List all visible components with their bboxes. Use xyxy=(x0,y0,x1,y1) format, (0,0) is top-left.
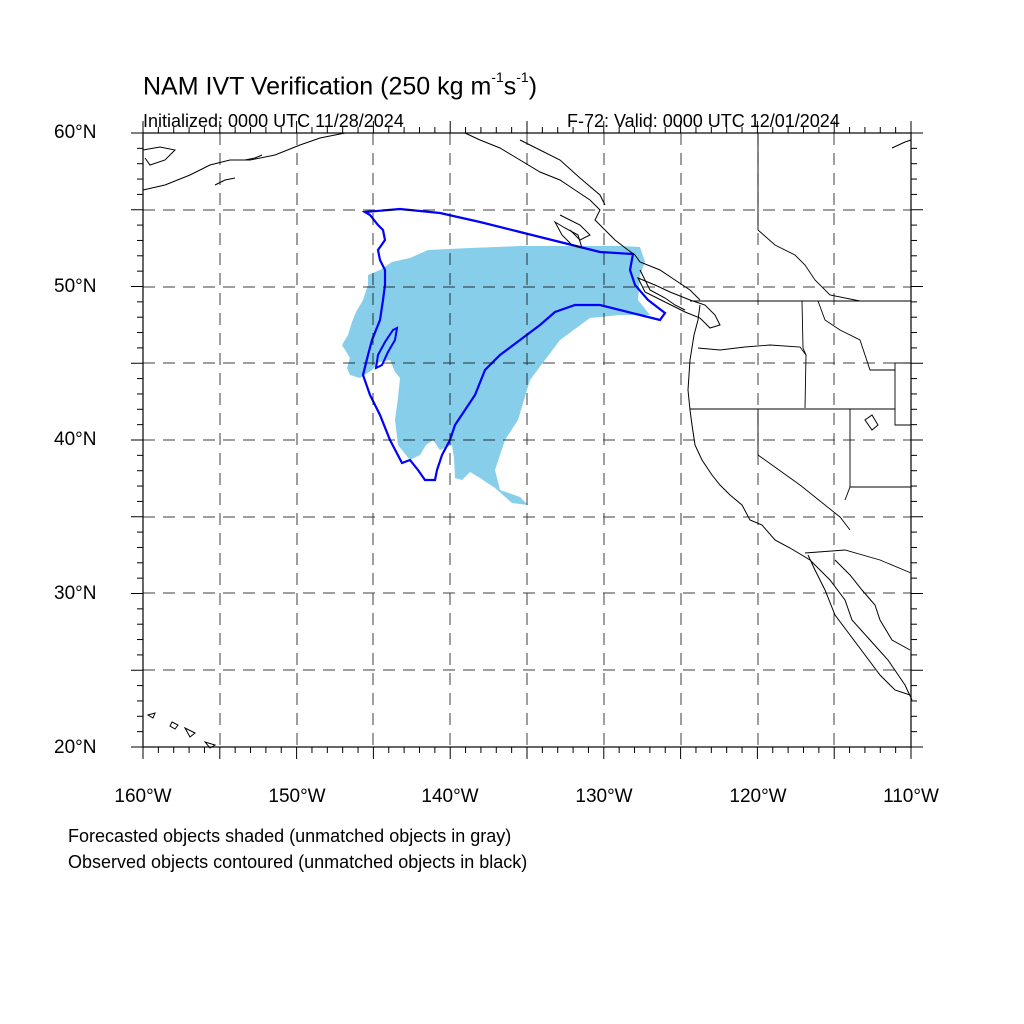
forecast-object xyxy=(342,246,650,505)
lat-label-60: 60°N xyxy=(54,122,97,143)
grid-lines xyxy=(143,133,911,747)
valid-time-label: F-72: Valid: 0000 UTC 12/01/2024 xyxy=(567,111,840,131)
lat-label-50: 50°N xyxy=(54,276,97,297)
observed-contour-inner xyxy=(374,326,399,370)
forecast-note: Forecasted objects shaded (unmatched obj… xyxy=(68,826,512,846)
coastlines xyxy=(142,132,913,749)
page-title: NAM IVT Verification (250 kg m-1s-1) xyxy=(143,69,538,101)
axis-ticks xyxy=(131,121,923,759)
lon-label-140w: 140°W xyxy=(421,786,479,807)
lon-label-120w: 120°W xyxy=(729,786,787,807)
lon-label-110w: 110°W xyxy=(883,786,939,807)
lat-label-40: 40°N xyxy=(54,429,97,450)
initialized-label: Initialized: 0000 UTC 11/28/2024 xyxy=(143,111,404,131)
lon-label-130w: 130°W xyxy=(575,786,633,807)
lat-label-30: 30°N xyxy=(54,583,97,604)
political-borders xyxy=(690,133,912,574)
lat-label-20: 20°N xyxy=(54,737,97,758)
lon-label-160w: 160°W xyxy=(114,786,172,807)
observed-note: Observed objects contoured (unmatched ob… xyxy=(68,852,528,872)
lon-label-150w: 150°W xyxy=(268,786,326,807)
